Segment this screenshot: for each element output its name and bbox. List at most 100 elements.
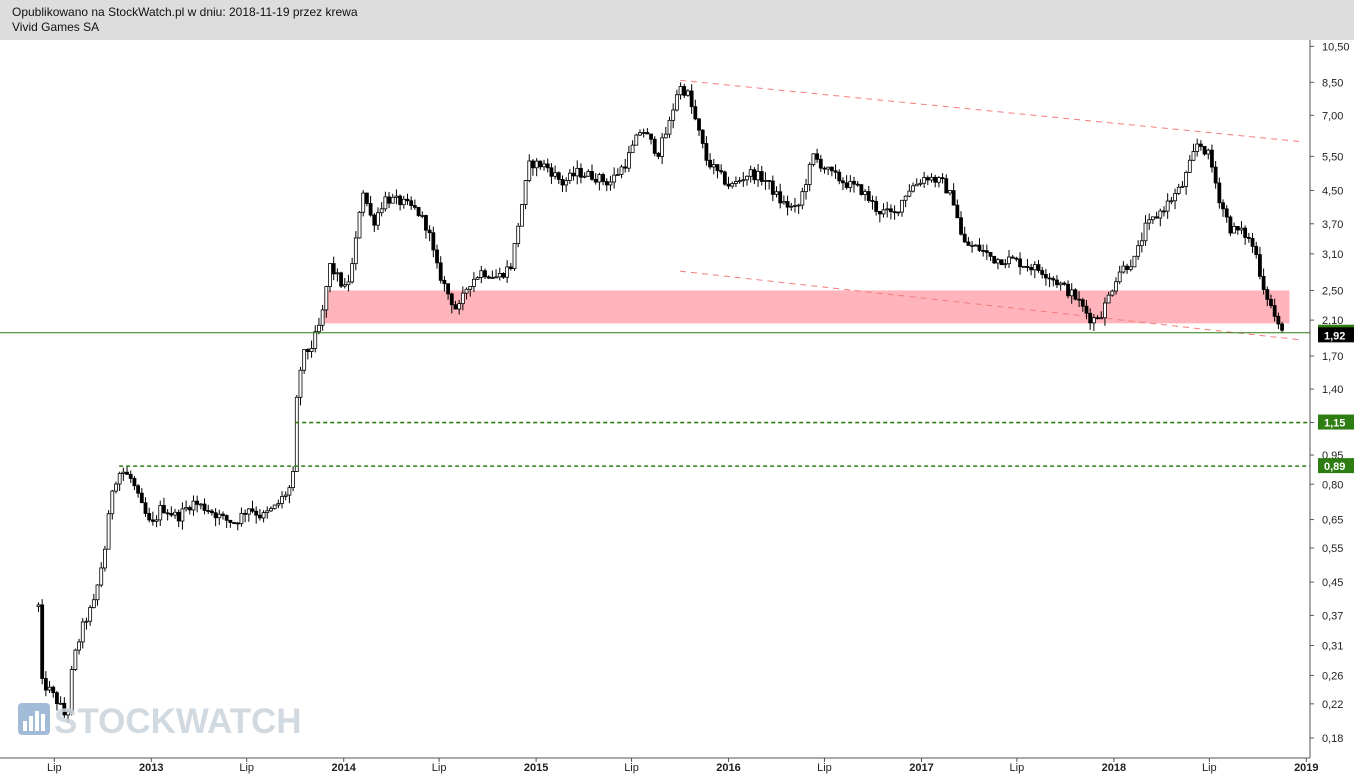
candle-body	[150, 519, 155, 522]
last-price-tag: 1,92	[1324, 330, 1345, 342]
y-tick-label: 10,50	[1322, 41, 1350, 53]
candle-body	[213, 512, 218, 519]
candle-body	[162, 505, 166, 514]
candle-body	[361, 192, 366, 213]
candle-body	[1258, 254, 1262, 277]
watermark: STOCKWATCH	[18, 702, 302, 741]
trendlines-layer	[679, 79, 1301, 341]
candle-body	[512, 243, 517, 269]
x-tick-label: Lip	[1202, 762, 1217, 774]
candle-body	[1254, 245, 1259, 255]
candle-body	[534, 160, 539, 169]
candle-body	[191, 500, 196, 511]
candle-body	[531, 160, 535, 169]
x-tick-label: 2016	[716, 762, 740, 774]
candle-body	[508, 266, 513, 269]
candle-body	[756, 171, 760, 181]
candle-body	[852, 180, 856, 185]
candle-body	[516, 225, 521, 244]
candle-body	[538, 160, 543, 168]
candle-body	[630, 144, 635, 154]
candle-body	[1158, 210, 1163, 219]
candle-body	[1246, 237, 1251, 239]
candle-body	[1221, 202, 1225, 210]
candle-body	[1066, 283, 1070, 297]
candle-body	[1239, 227, 1244, 231]
candle-body	[711, 164, 716, 168]
candle-body	[269, 508, 273, 512]
candle-body	[114, 483, 118, 492]
y-tick-label: 5,50	[1322, 151, 1343, 163]
candle-body	[1025, 265, 1030, 268]
level-tag-bg	[1318, 458, 1354, 474]
candle-body	[1269, 298, 1273, 306]
candle-body	[911, 185, 915, 192]
candle-body	[881, 209, 886, 215]
candle-body	[966, 241, 971, 246]
candle-body	[597, 174, 602, 183]
candle-body	[1018, 258, 1022, 268]
candle-body	[110, 490, 115, 515]
candle-body	[405, 198, 410, 202]
candle-body	[981, 250, 986, 252]
level-tag: 1,15	[1324, 418, 1345, 430]
candle-body	[822, 167, 827, 170]
y-tick-label: 1,40	[1322, 384, 1343, 396]
candle-body	[1206, 149, 1211, 155]
candle-body	[394, 195, 399, 198]
candle-body	[1184, 172, 1189, 187]
candle-body	[944, 178, 949, 194]
x-tick-label: 2015	[524, 762, 548, 774]
candle-body	[324, 286, 329, 311]
candle-body	[1224, 208, 1229, 218]
candle-body	[1077, 298, 1082, 301]
candle-body	[176, 511, 181, 522]
candle-body	[907, 190, 912, 197]
candle-body	[77, 641, 81, 651]
candle-body	[235, 522, 240, 525]
candle-body	[1084, 305, 1089, 314]
candle-body	[254, 510, 259, 516]
y-tick-label: 2,10	[1322, 315, 1343, 327]
candle-body	[125, 471, 129, 475]
candle-body	[442, 279, 447, 285]
candle-body	[143, 502, 148, 514]
candle-body	[383, 196, 388, 210]
candle-body	[977, 244, 982, 251]
level-tag: 0,89	[1324, 461, 1345, 473]
candle-body	[1091, 317, 1096, 324]
candle-body	[767, 180, 772, 182]
candle-body	[169, 513, 174, 516]
candle-body	[730, 183, 735, 187]
candle-body	[1007, 256, 1011, 265]
candle-body	[1121, 265, 1126, 273]
candle-body	[1114, 281, 1118, 292]
candle-body	[933, 176, 938, 183]
candle-body	[453, 304, 458, 310]
candle-body	[401, 198, 406, 206]
candle-body	[627, 152, 631, 169]
candle-body	[1169, 200, 1174, 203]
y-tick-label: 2,50	[1322, 285, 1343, 297]
candle-body	[619, 166, 624, 175]
candle-body	[1176, 186, 1181, 194]
candle-body	[959, 217, 963, 235]
candle-body	[1029, 267, 1034, 271]
candle-body	[224, 515, 229, 521]
y-tick-label: 0,55	[1322, 543, 1343, 555]
candle-body	[1143, 222, 1148, 242]
candle-body	[331, 263, 336, 275]
candle-body	[955, 204, 960, 219]
candle-body	[523, 180, 528, 205]
candle-body	[914, 183, 919, 187]
candle-body	[663, 133, 668, 139]
x-tick-label: Lip	[624, 762, 639, 774]
candle-body	[412, 205, 417, 208]
candle-body	[51, 686, 56, 694]
candle-body	[999, 259, 1004, 266]
candle-body	[1213, 166, 1218, 184]
candle-body	[807, 163, 812, 185]
candle-body	[896, 211, 901, 214]
candle-body	[1235, 226, 1240, 231]
chart-header: Opublikowano na StockWatch.pl w dniu: 20…	[0, 0, 1354, 40]
